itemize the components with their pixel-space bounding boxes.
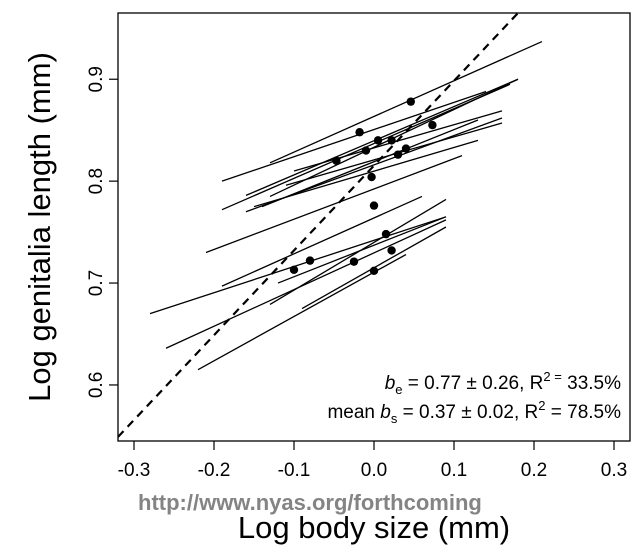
segment-10 — [205, 155, 463, 254]
segment-11 — [221, 195, 423, 287]
annotation-line-2: mean bs = 0.37 ± 0.02, R2 = 78.5% — [327, 398, 621, 426]
data-point-16 — [289, 265, 299, 274]
x-tick-label-2: -0.1 — [278, 460, 311, 481]
data-point-15 — [305, 256, 315, 265]
segment-3 — [245, 78, 519, 197]
x-tick-label-4: 0.1 — [441, 460, 467, 481]
segment-1 — [221, 90, 487, 182]
x-tick-label-1: -0.2 — [198, 460, 231, 481]
y-tick-label-2: 0.8 — [86, 168, 107, 194]
segment-0 — [269, 40, 543, 164]
watermark-url: http://www.nyas.org/forthcoming — [138, 490, 482, 515]
data-point-2 — [373, 136, 383, 145]
data-point-12 — [349, 257, 359, 266]
data-points — [289, 97, 437, 276]
segment-14 — [165, 219, 447, 349]
x-tick-label-6: 0.3 — [601, 460, 627, 481]
data-point-0 — [406, 97, 415, 106]
data-point-1 — [355, 128, 364, 137]
x-tick-label-3: 0.0 — [361, 460, 387, 481]
data-point-7 — [401, 144, 411, 153]
y-tick-label-1: 0.7 — [86, 270, 107, 296]
data-point-11 — [381, 229, 391, 239]
annotation-line-1: be = 0.77 ± 0.26, R2 = 33.5% — [385, 369, 621, 397]
y-axis-title: Log genitalia length (mm) — [22, 52, 57, 402]
x-tick-label-5: 0.2 — [521, 460, 547, 481]
regression-segments — [149, 40, 543, 371]
data-point-13 — [387, 246, 396, 255]
segment-8 — [261, 119, 479, 208]
x-axis: -0.3 -0.2 -0.1 0.0 0.1 0.2 0.3 — [118, 441, 627, 481]
data-point-3 — [387, 136, 396, 145]
y-tick-label-0: 0.6 — [86, 372, 107, 398]
x-tick-label-0: -0.3 — [118, 460, 151, 481]
data-point-8 — [393, 150, 403, 159]
x-axis-title: Log body size (mm) — [238, 510, 510, 545]
segment-15 — [277, 216, 447, 284]
y-tick-label-3: 0.9 — [86, 66, 107, 92]
y-axis: 0.6 0.7 0.8 0.9 — [86, 66, 118, 398]
data-point-5 — [332, 156, 341, 165]
data-point-4 — [428, 120, 437, 130]
data-point-6 — [361, 146, 371, 155]
data-point-10 — [369, 201, 379, 210]
segment-12 — [149, 216, 447, 315]
data-point-14 — [369, 266, 379, 276]
data-point-9 — [367, 172, 376, 182]
segment-9 — [253, 139, 479, 208]
